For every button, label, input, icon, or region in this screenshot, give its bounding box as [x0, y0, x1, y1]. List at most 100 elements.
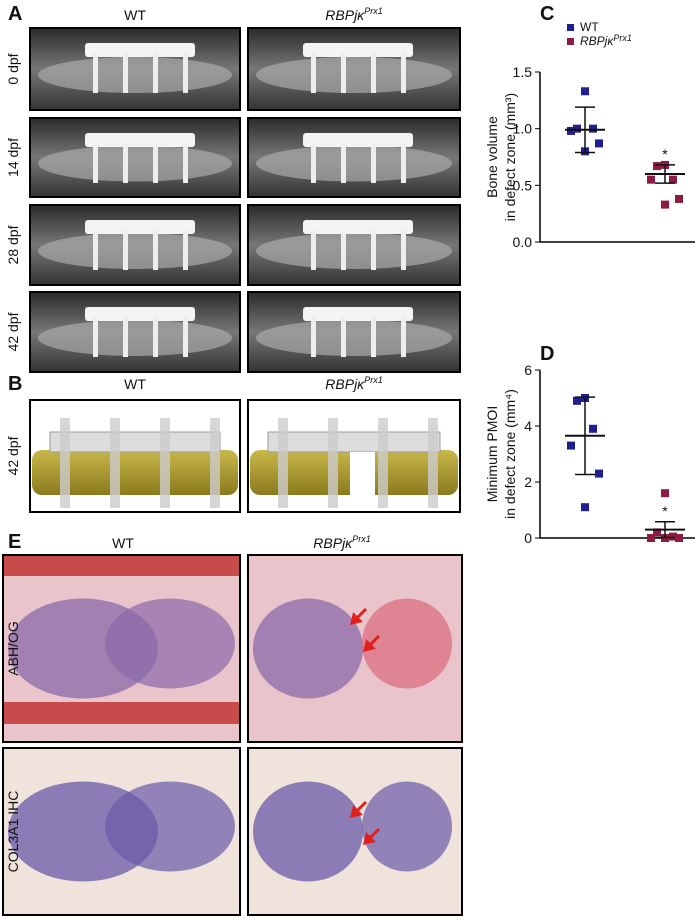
- bone: [256, 57, 452, 93]
- data-point: [589, 424, 597, 433]
- legend-swatch: [567, 24, 574, 31]
- screw: [153, 230, 158, 270]
- screw: [371, 230, 376, 270]
- arrow: [349, 607, 368, 626]
- y-tick-label: 6: [524, 362, 532, 378]
- plate: [303, 133, 413, 147]
- screw: [93, 230, 98, 270]
- cortex: [4, 702, 239, 724]
- screw-3d: [328, 418, 338, 508]
- screw: [401, 143, 406, 183]
- marrow: [105, 598, 235, 689]
- column-header: WT: [112, 535, 134, 551]
- legend-label: RBPjκPrx1: [580, 33, 632, 48]
- panel-label: A: [8, 3, 22, 25]
- data-point: [669, 532, 677, 541]
- marrow: [253, 598, 363, 699]
- column-header-sup: Prx1: [364, 375, 383, 385]
- data-point: [581, 503, 589, 512]
- panel-label: C: [540, 3, 554, 25]
- screw: [123, 230, 128, 270]
- screw: [371, 317, 376, 357]
- bone: [256, 145, 452, 182]
- legend-name: WT: [580, 20, 599, 34]
- column-header-sup: Prx1: [352, 534, 371, 544]
- screw: [371, 53, 376, 93]
- column-header-main: WT: [124, 376, 146, 392]
- screw: [371, 143, 376, 183]
- arrow: [362, 827, 381, 846]
- bone-3d: [32, 450, 238, 495]
- y-axis-label: in defect zone (mm³): [502, 93, 518, 221]
- row-label: 42 dpf: [5, 436, 21, 475]
- screw-3d: [160, 418, 170, 508]
- plate: [303, 307, 413, 321]
- column-header-main: RBPjκ: [325, 376, 365, 392]
- marrow: [362, 598, 452, 689]
- data-point: [567, 441, 575, 450]
- column-header-main: WT: [124, 7, 146, 23]
- bone: [38, 320, 232, 356]
- screw: [123, 53, 128, 93]
- marrow: [253, 781, 363, 882]
- column-header-main: WT: [112, 535, 134, 551]
- data-point: [653, 528, 661, 537]
- screw: [93, 53, 98, 93]
- y-axis-label: Minimum PMOI: [484, 406, 500, 502]
- y-tick-label: 0.0: [513, 234, 533, 250]
- column-header: WT: [124, 376, 146, 392]
- plate: [85, 220, 195, 234]
- data-point: [573, 124, 581, 133]
- screw: [123, 317, 128, 357]
- arrow: [362, 634, 381, 653]
- data-point: [675, 194, 683, 203]
- data-point: [669, 175, 677, 184]
- data-point: [661, 489, 669, 498]
- row-label: 0 dpf: [5, 53, 21, 84]
- screw: [341, 317, 346, 357]
- row-label: ABH/OG: [5, 621, 21, 675]
- significance: *: [662, 503, 668, 519]
- data-point: [573, 396, 581, 405]
- y-tick-label: 0.5: [513, 177, 533, 193]
- screw: [93, 143, 98, 183]
- screw: [153, 53, 158, 93]
- y-axis-label: Bone volume: [484, 116, 500, 198]
- screw-3d: [378, 418, 388, 508]
- column-header-main: RBPjκ: [313, 535, 353, 551]
- panel-label: D: [540, 343, 554, 365]
- screw: [341, 230, 346, 270]
- legend-label: WT: [580, 20, 599, 34]
- arrow: [349, 800, 368, 819]
- column-header: RBPjκPrx1: [325, 6, 382, 23]
- plate-3d: [267, 431, 441, 453]
- legend-swatch: [567, 38, 574, 45]
- y-tick-label: 1.5: [513, 64, 533, 80]
- marrow: [362, 781, 452, 872]
- screw: [311, 317, 316, 357]
- bone: [256, 233, 452, 269]
- screw: [93, 317, 98, 357]
- plate-3d: [49, 431, 221, 453]
- screw: [183, 53, 188, 93]
- screw-3d: [110, 418, 120, 508]
- marrow: [105, 781, 235, 872]
- data-point: [595, 469, 603, 478]
- column-header: WT: [124, 7, 146, 23]
- data-point: [581, 87, 589, 96]
- cortex: [4, 556, 239, 576]
- row-label: COL3A1 IHC: [5, 791, 21, 873]
- screw: [401, 230, 406, 270]
- bone: [38, 233, 232, 269]
- y-tick-label: 4: [524, 418, 532, 434]
- plate: [303, 43, 413, 57]
- legend-sup: Prx1: [613, 33, 632, 43]
- screw: [183, 143, 188, 183]
- data-point: [567, 126, 575, 135]
- column-header: RBPjκPrx1: [313, 534, 370, 551]
- y-tick-label: 0: [524, 530, 532, 546]
- screw-3d: [210, 418, 220, 508]
- screw: [401, 53, 406, 93]
- screw-3d: [60, 418, 70, 508]
